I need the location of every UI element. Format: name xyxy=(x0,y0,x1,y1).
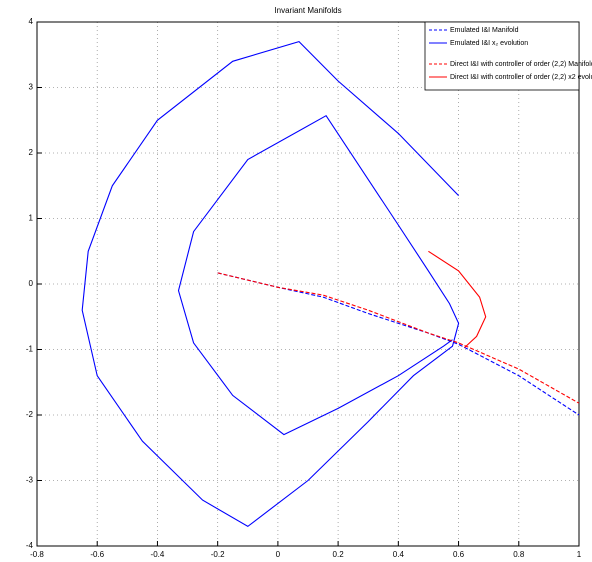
legend-label: Emulated I&I x₂ evolution xyxy=(450,40,528,47)
x-tick-label: -0.2 xyxy=(211,550,225,559)
legend-label: Emulated I&I Manifold xyxy=(450,27,519,34)
legend-label: Direct I&I with controller of order (2,2… xyxy=(450,74,592,81)
y-tick-label: 4 xyxy=(29,17,34,26)
y-tick-label: -1 xyxy=(26,345,34,354)
x-tick-label: 1 xyxy=(577,550,582,559)
y-tick-label: -4 xyxy=(26,541,34,550)
x-tick-label: 0.8 xyxy=(513,550,525,559)
x-tick-label: -0.6 xyxy=(90,550,104,559)
x-tick-label: -0.8 xyxy=(30,550,44,559)
legend-label: Direct I&I with controller of order (2,2… xyxy=(450,61,592,68)
legend: Emulated I&I Manifold Emulated I&I x₂ evo… xyxy=(424,21,592,91)
y-tick-label: 1 xyxy=(29,214,34,223)
x-tick-label: 0.4 xyxy=(393,550,405,559)
plot-area xyxy=(37,22,579,546)
y-tick-label: 2 xyxy=(29,148,34,157)
series-line xyxy=(81,40,460,528)
y-tick-label: 0 xyxy=(29,279,34,288)
chart-title: Invariant Manifolds xyxy=(274,6,341,15)
y-tick-label: 3 xyxy=(29,83,34,92)
legend-box xyxy=(424,21,580,91)
series-line xyxy=(428,250,487,348)
y-tick-label: -3 xyxy=(26,476,34,485)
x-tick-label: 0.6 xyxy=(453,550,465,559)
x-tick-label: 0.2 xyxy=(333,550,345,559)
x-tick-label: 0 xyxy=(276,550,281,559)
x-tick-label: -0.4 xyxy=(151,550,165,559)
y-tick-label: -2 xyxy=(26,410,34,419)
series-line xyxy=(217,272,580,404)
axes-box xyxy=(36,21,580,547)
